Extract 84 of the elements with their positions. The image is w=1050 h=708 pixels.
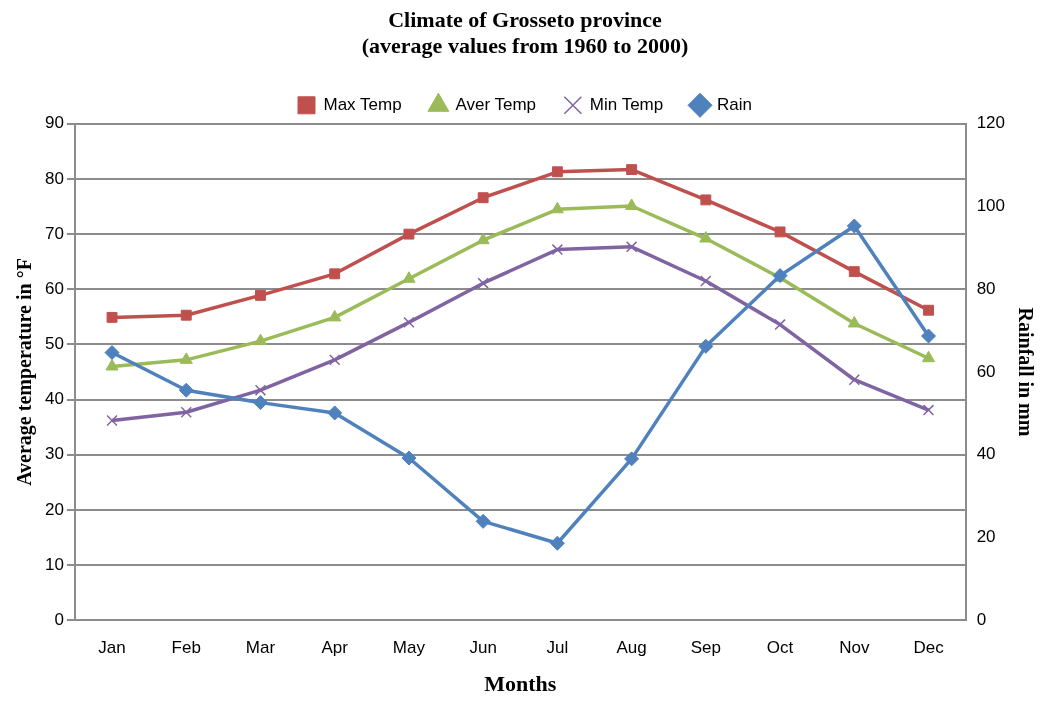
point — [178, 382, 194, 398]
point — [329, 354, 341, 366]
point — [921, 350, 936, 363]
point — [104, 345, 120, 361]
y2-tick-label: 0 — [976, 609, 987, 629]
x-axis-title: Months — [484, 671, 557, 697]
point — [255, 289, 266, 301]
point — [253, 333, 268, 346]
x-tick-label: Mar — [245, 638, 276, 658]
point — [106, 311, 118, 323]
point — [254, 384, 267, 396]
point — [923, 304, 934, 316]
y2-tick-label: 60 — [976, 361, 996, 381]
point — [551, 166, 563, 178]
x-tick-label: Jul — [546, 638, 569, 658]
point — [327, 405, 343, 421]
point — [329, 268, 341, 280]
point — [700, 194, 712, 206]
y2-tick-label: 120 — [976, 113, 1006, 133]
point — [402, 271, 416, 283]
chart-subtitle: (average values from 1960 to 2000) — [361, 33, 689, 59]
x-tick-label: Oct — [766, 638, 794, 658]
point — [626, 164, 638, 176]
y-tick-label: 10 — [44, 554, 64, 574]
point — [625, 241, 638, 253]
point — [698, 338, 714, 354]
point — [403, 228, 415, 240]
y-tick-label: 50 — [44, 334, 64, 354]
legend-label: Max Temp — [323, 94, 402, 114]
point — [774, 318, 786, 331]
point — [624, 451, 640, 467]
x-tick-label: Jan — [98, 638, 126, 658]
y-tick-label: 40 — [44, 389, 64, 409]
point — [477, 277, 489, 289]
x-tick-label: Dec — [913, 638, 945, 658]
point — [551, 243, 564, 256]
point — [401, 450, 417, 466]
point — [328, 309, 342, 322]
point — [180, 406, 192, 418]
y-tick-label: 20 — [44, 499, 64, 519]
point — [105, 358, 119, 371]
x-tick-label: Feb — [171, 638, 201, 658]
chart-title: Climate of Grosseto province — [388, 6, 662, 32]
x-tick-label: Sep — [690, 638, 721, 658]
point — [549, 535, 565, 551]
y2-tick-label: 80 — [976, 278, 996, 298]
legend-label: Rain — [717, 94, 753, 114]
y-tick-label: 0 — [54, 609, 64, 629]
y-tick-label: 30 — [44, 444, 64, 464]
point — [848, 374, 860, 386]
y-tick-label: 60 — [44, 278, 64, 298]
point — [476, 232, 490, 245]
x-tick-label: Apr — [321, 638, 349, 658]
point — [847, 315, 861, 328]
point — [699, 231, 713, 243]
point — [403, 316, 415, 329]
point — [846, 218, 862, 234]
y-tick-label: 80 — [44, 168, 64, 188]
y2-axis-title: Rainfall in mm — [1014, 307, 1037, 437]
legend-label: Aver Temp — [455, 94, 537, 114]
y2-tick-label: 20 — [976, 527, 996, 547]
point — [106, 414, 118, 427]
x-tick-label: Jun — [469, 638, 497, 658]
point — [848, 266, 860, 278]
point — [625, 198, 639, 210]
point — [252, 395, 268, 411]
y-tick-label: 70 — [44, 223, 64, 243]
point — [922, 404, 935, 416]
point — [477, 192, 489, 204]
y2-tick-label: 100 — [976, 196, 1006, 216]
y-axis-title: Average temperature in °F — [13, 258, 37, 486]
point — [179, 352, 193, 364]
y2-tick-label: 40 — [976, 444, 996, 464]
point — [180, 309, 192, 321]
point — [700, 275, 712, 287]
y-tick-label: 90 — [44, 113, 64, 133]
point — [550, 201, 564, 214]
point — [774, 226, 786, 238]
x-tick-label: May — [392, 638, 426, 658]
legend-label: Min Temp — [589, 94, 664, 114]
point — [921, 328, 937, 344]
x-tick-label: Nov — [839, 638, 870, 658]
point — [475, 513, 491, 529]
x-tick-label: Aug — [616, 638, 647, 658]
